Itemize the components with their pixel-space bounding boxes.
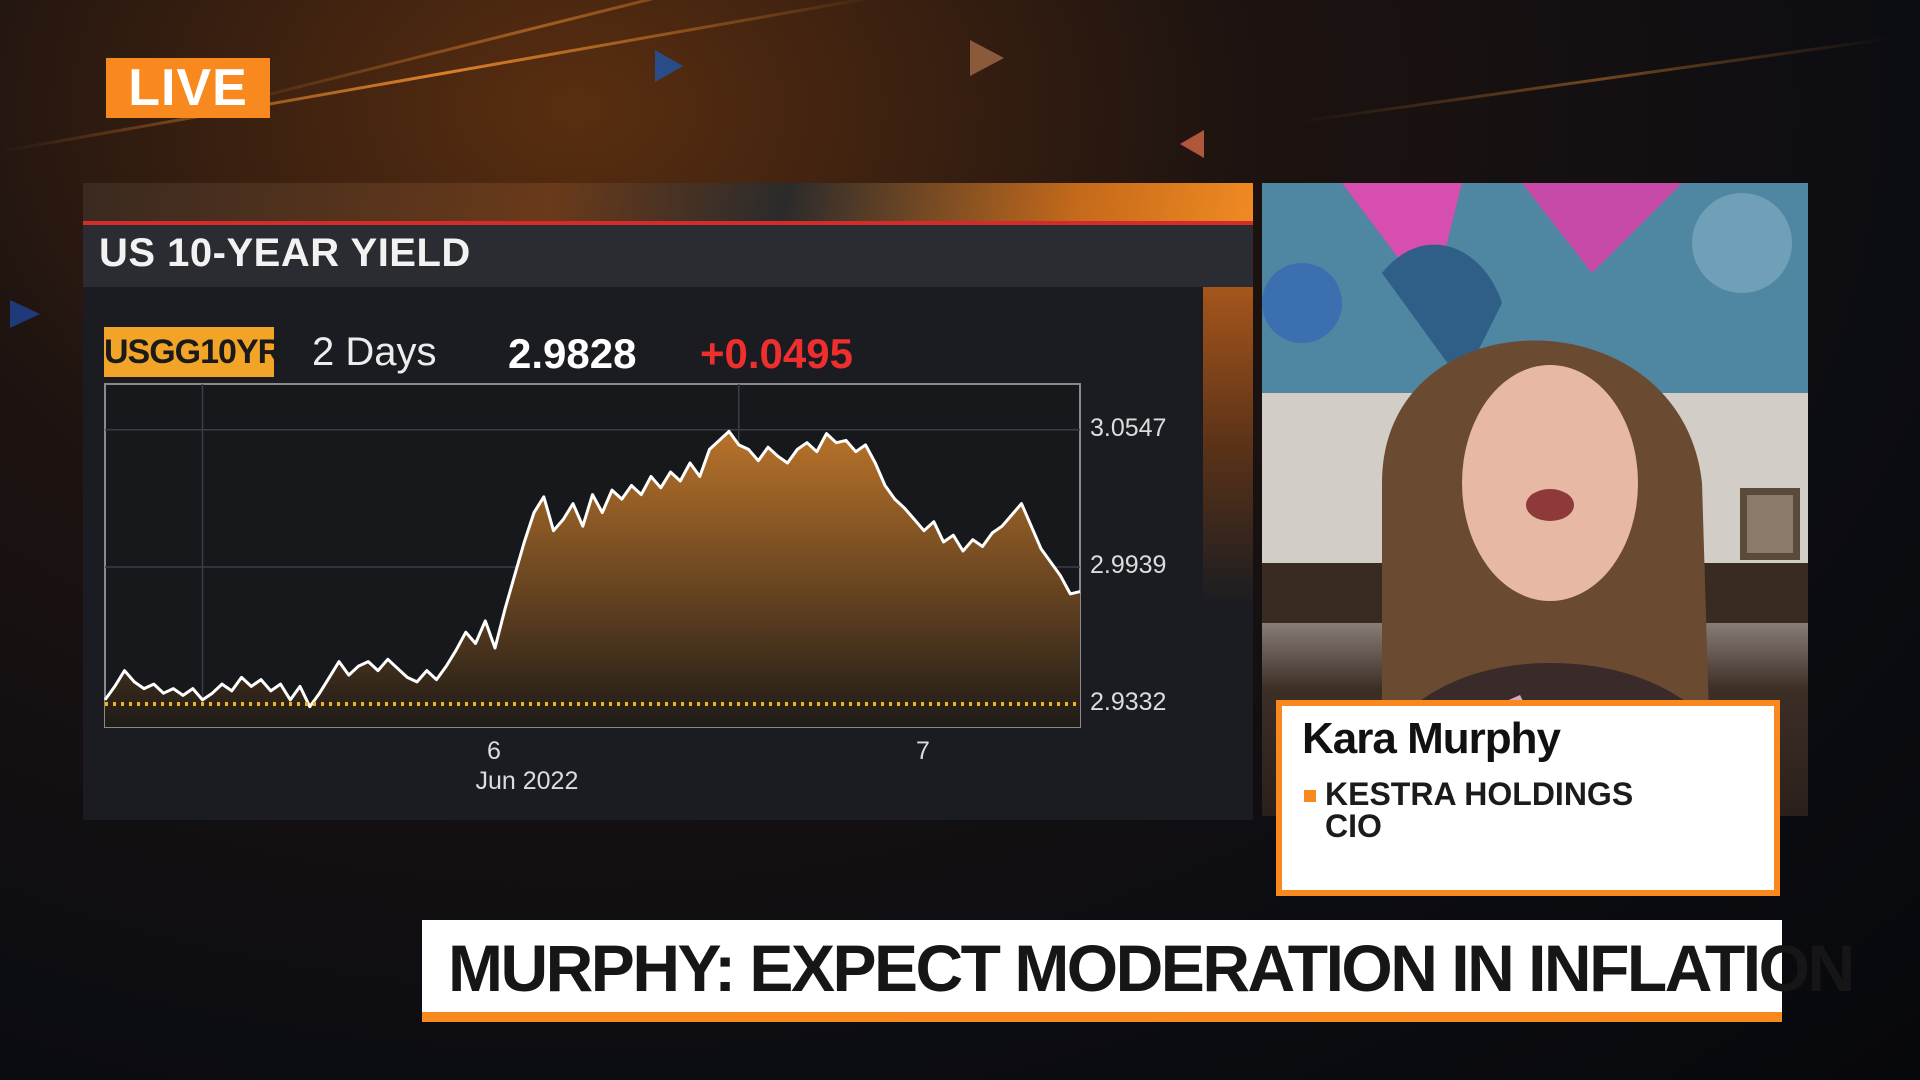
chart-title-bar — [83, 225, 1253, 287]
bullet-square — [1304, 790, 1316, 802]
series-area — [105, 431, 1080, 727]
ticker-badge: USGG10YR — [104, 327, 282, 377]
chart-title: US 10-YEAR YIELD — [99, 231, 471, 275]
background-triangle — [655, 50, 683, 82]
x-tick-label: 7 — [916, 737, 930, 765]
chart-period: 2 Days — [312, 330, 437, 374]
background-triangle — [10, 300, 40, 328]
guest-name: Kara Murphy — [1302, 714, 1561, 763]
series-line — [103, 429, 1081, 709]
live-badge: LIVE — [106, 58, 270, 118]
headline: MURPHY: EXPECT MODERATION IN INFLATION — [448, 931, 1855, 1005]
y-tick-label: 3.0547 — [1090, 413, 1167, 442]
chart-header-divider — [83, 221, 1253, 225]
chart-side-accent — [1203, 287, 1253, 820]
last-value: 2.9828 — [508, 330, 637, 377]
guest-role: CIO — [1325, 808, 1382, 844]
headline-bar — [422, 920, 1782, 1012]
guest-company: KESTRA HOLDINGS — [1325, 776, 1634, 812]
background-triangle — [1180, 130, 1204, 158]
y-tick-label: 2.9332 — [1090, 687, 1167, 716]
headline-underline — [422, 1012, 1782, 1022]
chart-header-stripe — [83, 183, 1253, 221]
y-tick-label: 2.9939 — [1090, 551, 1167, 579]
x-tick-label: 6 — [487, 737, 501, 765]
x-axis-label: Jun 2022 — [475, 767, 579, 795]
change-value: +0.0495 — [700, 330, 853, 377]
guest-name-card: Kara Murphy KESTRA HOLDINGS CIO — [1276, 700, 1780, 896]
background-triangle — [970, 40, 1004, 76]
